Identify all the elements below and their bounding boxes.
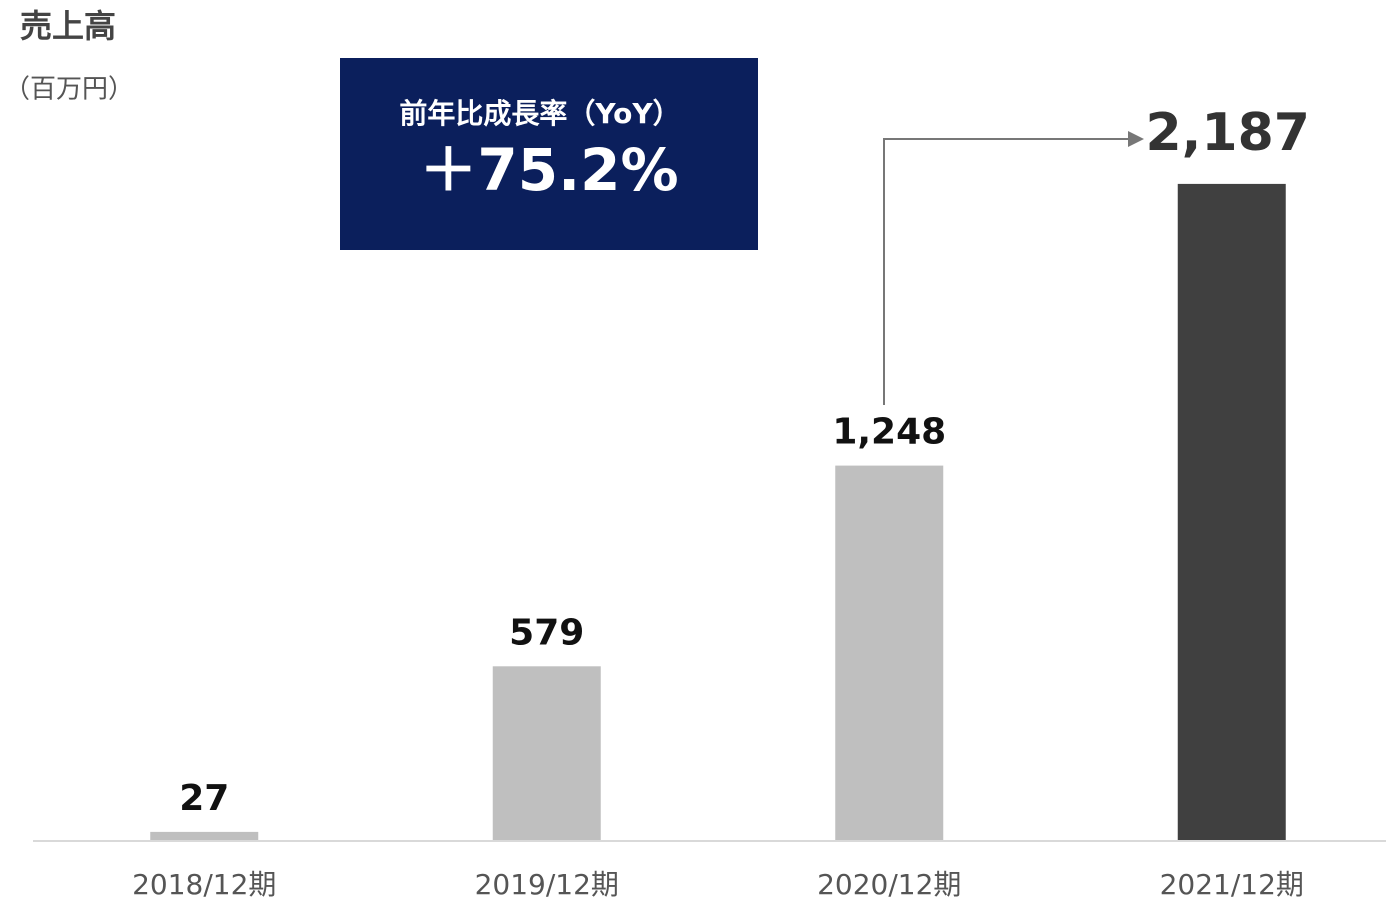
x-tick-label: 2019/12期	[475, 868, 619, 901]
annotation-text: ＋75.2%	[419, 136, 678, 204]
value-label: 2,187	[1146, 103, 1310, 163]
bar	[492, 666, 601, 840]
x-tick-label: 2020/12期	[817, 868, 961, 901]
bar	[835, 465, 944, 840]
value-label: 1,248	[832, 412, 946, 453]
value-label: 579	[509, 612, 584, 653]
chart-title: 売上高	[20, 7, 116, 45]
annotation-box	[340, 58, 758, 250]
bar	[150, 831, 259, 840]
x-tick-label: 2021/12期	[1160, 868, 1304, 901]
chart-subtitle: （百万円）	[4, 75, 134, 105]
x-tick-label: 2018/12期	[132, 868, 276, 901]
annotation-title: 前年比成長率（YoY）	[399, 97, 680, 130]
arrow-head	[1128, 131, 1144, 147]
bar	[1177, 183, 1286, 840]
value-label: 27	[179, 778, 229, 819]
growth-arrow	[883, 138, 1130, 405]
